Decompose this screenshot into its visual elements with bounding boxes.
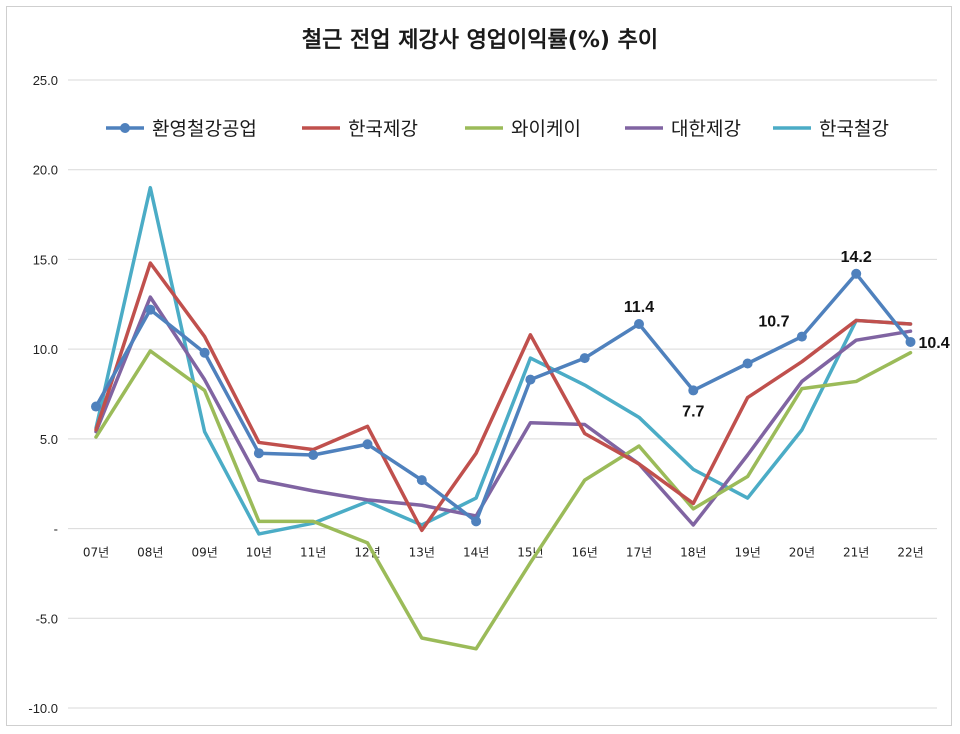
grid-lines <box>68 79 937 709</box>
legend-item: 와이케이 <box>465 118 581 140</box>
series-2 <box>94 349 913 651</box>
data-label: 14.2 <box>841 249 872 266</box>
data-label: 11.4 <box>624 299 654 316</box>
data-point <box>905 336 916 347</box>
data-point <box>796 331 807 342</box>
legend-label: 환영철강공업 <box>152 118 257 140</box>
x-tick-label: 13년 <box>409 546 435 560</box>
x-tick-label: 17년 <box>626 546 652 560</box>
data-point <box>688 385 699 396</box>
data-point <box>199 347 210 358</box>
data-point <box>579 353 590 364</box>
y-tick-label: -5.0 <box>36 611 58 626</box>
legend: 환영철강공업 한국제강 와이케이 대한제강 한국철강 <box>106 118 889 140</box>
x-tick-label: 14년 <box>463 546 489 560</box>
data-point <box>308 450 319 461</box>
y-tick-label: -10.0 <box>28 701 58 716</box>
chart-title: 철근 전업 제강사 영업이익률(%) 추이 <box>302 28 658 53</box>
data-point <box>634 319 644 330</box>
y-tick-label: 10.0 <box>33 342 58 357</box>
series-line <box>94 349 913 651</box>
data-point <box>525 374 536 385</box>
data-label: 7.7 <box>682 403 704 420</box>
x-axis-ticks: 07년 08년 09년 10년 11년 12년 13년 14년 15년 16년 17년 18년 19년 2… <box>83 546 924 560</box>
data-point <box>362 439 373 450</box>
legend-marker <box>120 123 130 133</box>
x-tick-label: 19년 <box>734 546 760 560</box>
data-point <box>91 401 101 412</box>
y-tick-label: 5.0 <box>40 432 58 447</box>
x-tick-label: 18년 <box>680 546 706 560</box>
series-line <box>94 295 913 527</box>
data-point <box>416 475 427 486</box>
data-point <box>253 448 264 459</box>
x-tick-label: 16년 <box>572 546 598 560</box>
series-line <box>94 261 913 533</box>
data-point <box>471 516 482 527</box>
legend-item: 한국제강 <box>302 118 418 140</box>
data-label: 10.7 <box>758 314 789 331</box>
data-point <box>742 358 753 369</box>
y-tick-label: 25.0 <box>33 73 58 88</box>
y-tick-label: 15.0 <box>33 252 58 267</box>
series-line <box>94 272 913 524</box>
legend-label: 한국제강 <box>348 118 418 140</box>
legend-item: 환영철강공업 <box>106 118 257 140</box>
legend-item: 대한제강 <box>625 118 741 140</box>
data-point <box>851 268 862 279</box>
x-tick-label: 20년 <box>789 546 815 560</box>
series-1 <box>94 261 913 533</box>
x-tick-label: 11년 <box>300 546 326 560</box>
series-line <box>94 185 913 536</box>
x-tick-label: 08년 <box>137 546 163 560</box>
series-3 <box>94 295 913 527</box>
data-point <box>145 304 156 315</box>
series-4 <box>94 185 913 536</box>
legend-label: 대한제강 <box>671 118 741 140</box>
data-labels: 11.4 7.7 10.7 14.2 10.4 <box>624 249 950 421</box>
x-tick-label: 07년 <box>83 546 109 560</box>
x-tick-label: 09년 <box>191 546 217 560</box>
legend-label: 한국철강 <box>819 118 889 140</box>
x-tick-label: 22년 <box>897 546 923 560</box>
series-0 <box>91 268 916 527</box>
legend-item: 한국철강 <box>773 118 889 140</box>
y-tick-label: 20.0 <box>33 163 58 178</box>
y-tick-label: - <box>54 522 58 537</box>
x-tick-label: 10년 <box>246 546 272 560</box>
series-layer <box>91 185 916 651</box>
x-tick-label: 15년 <box>517 546 543 560</box>
x-tick-label: 21년 <box>843 546 869 560</box>
legend-label: 와이케이 <box>511 118 581 140</box>
data-label: 10.4 <box>919 335 950 352</box>
y-axis-ticks: 25.0 20.0 15.0 10.0 5.0 - -5.0 -10.0 <box>28 73 58 716</box>
